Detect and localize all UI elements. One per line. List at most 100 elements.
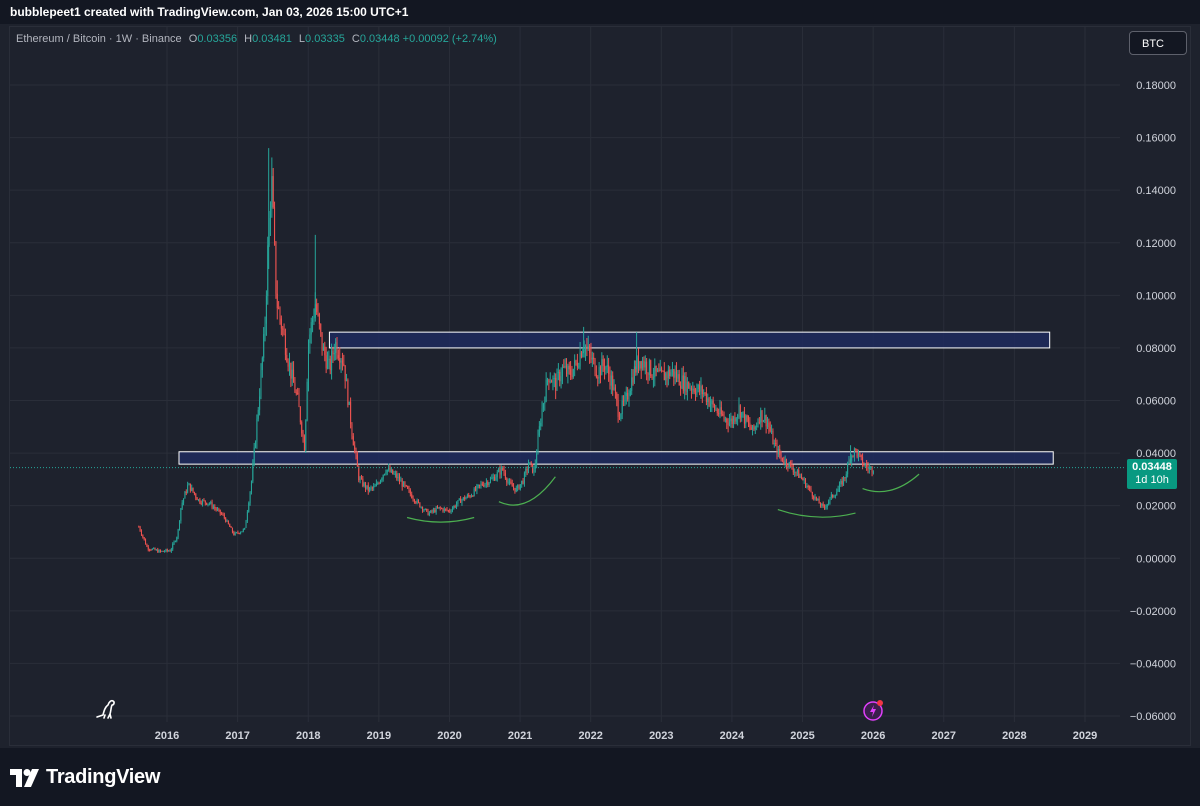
high-value: 0.03481 — [252, 33, 292, 45]
candle-body — [859, 453, 861, 455]
candle-body — [401, 480, 403, 487]
resistance-zone[interactable] — [328, 331, 1051, 349]
candle-body — [700, 386, 702, 392]
candle-body — [711, 400, 713, 404]
candle-body — [851, 455, 853, 462]
candle-body — [862, 457, 864, 466]
candle-body — [659, 368, 661, 372]
candle-body — [803, 479, 805, 481]
candle-body — [684, 375, 686, 391]
low-label: L — [298, 33, 306, 45]
grid-lines — [10, 27, 1120, 722]
candle-body — [173, 541, 175, 544]
candle-body — [374, 486, 376, 488]
candle-body — [468, 495, 470, 497]
candle-body — [864, 464, 866, 466]
x-tick-label: 2023 — [649, 730, 673, 742]
candle-body — [818, 498, 820, 504]
candle-body — [341, 360, 343, 364]
base-curve[interactable] — [777, 509, 856, 518]
candle-body — [742, 411, 744, 413]
candle-body — [398, 476, 400, 482]
base-curve[interactable] — [862, 473, 920, 493]
candle-body — [431, 510, 433, 512]
candle-body — [162, 550, 164, 552]
base-curve[interactable] — [498, 476, 556, 506]
candle-body — [674, 371, 676, 378]
candle-body — [590, 353, 592, 360]
candle-body — [669, 369, 671, 377]
candle-body — [491, 478, 493, 480]
candle-body — [762, 420, 764, 422]
candle-body — [833, 496, 835, 498]
candle-body — [331, 351, 333, 371]
candle-body — [153, 548, 155, 550]
chart-caption: bubblepeet1 created with TradingView.com… — [10, 5, 409, 19]
candle-body — [325, 355, 327, 369]
candle-body — [652, 377, 654, 379]
candle-body — [202, 500, 204, 504]
candle-body — [377, 483, 379, 485]
candle-body — [718, 413, 720, 415]
candle-body — [738, 405, 740, 415]
tradingview-logo[interactable]: TradingView — [10, 766, 160, 789]
candle-body — [420, 507, 422, 509]
candle-body — [408, 488, 410, 491]
candle-body — [829, 497, 831, 502]
currency-button[interactable]: BTC — [1129, 31, 1187, 55]
candle-body — [477, 484, 479, 486]
resistance-zone[interactable] — [178, 451, 1054, 465]
candle-body — [229, 524, 231, 527]
candle-body — [578, 366, 580, 368]
candle-body — [657, 369, 659, 372]
candle-body — [502, 467, 504, 470]
candle-body — [327, 359, 329, 369]
dino-icon[interactable] — [94, 697, 118, 721]
candle-body — [776, 443, 778, 455]
candle-body — [506, 478, 508, 483]
candle-body — [503, 469, 505, 474]
y-tick-label: −0.02000 — [1130, 606, 1176, 618]
candle-body — [708, 398, 710, 407]
candle-body — [678, 374, 680, 386]
lightning-icon[interactable] — [862, 698, 886, 722]
candle-body — [726, 418, 728, 423]
candle-body — [737, 414, 739, 419]
candle-body — [487, 481, 489, 486]
candle-body — [184, 491, 186, 499]
candle-body — [360, 478, 362, 480]
y-tick-label: −0.06000 — [1130, 711, 1176, 723]
candle-body — [745, 415, 747, 424]
candle-body — [561, 366, 563, 377]
candle-body — [747, 421, 749, 423]
candle-body — [305, 420, 307, 451]
candle-body — [750, 427, 752, 430]
candle-body — [786, 459, 788, 466]
candle-body — [805, 479, 807, 488]
candle-body — [400, 480, 402, 482]
candle-body — [651, 375, 653, 379]
candle-body — [673, 369, 675, 378]
y-tick-label: 0.12000 — [1136, 238, 1176, 250]
candle-body — [863, 465, 865, 467]
candle-body — [845, 474, 847, 479]
candle-body — [177, 529, 179, 538]
candle-body — [735, 418, 737, 422]
candle-body — [475, 488, 477, 491]
candle-body — [522, 480, 524, 484]
chart-frame[interactable] — [9, 26, 1191, 746]
candle-body — [685, 375, 687, 393]
candle-body — [819, 503, 821, 506]
candle-body — [355, 449, 357, 455]
candle-body — [462, 497, 464, 500]
candle-body — [585, 346, 587, 351]
candle-body — [267, 245, 269, 297]
candle-body — [602, 359, 604, 366]
candle-body — [210, 502, 212, 504]
candle-body — [170, 549, 172, 552]
candle-body — [658, 369, 660, 372]
base-curve[interactable] — [406, 516, 475, 523]
candle-body — [157, 549, 159, 553]
candle-body — [767, 422, 769, 427]
